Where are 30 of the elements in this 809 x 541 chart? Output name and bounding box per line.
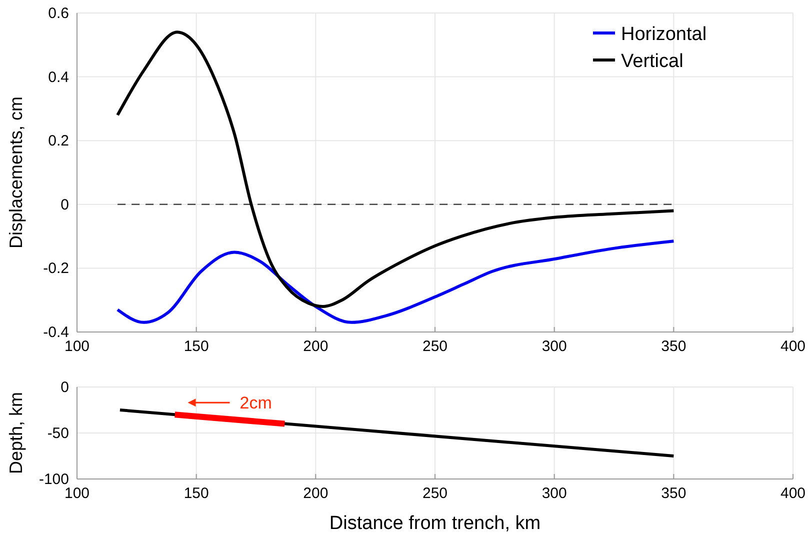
x-tick-label: 300 bbox=[542, 485, 567, 502]
y-tick-label: 0.4 bbox=[48, 68, 69, 86]
x-tick-label: 200 bbox=[303, 338, 328, 355]
x-tick-label: 200 bbox=[303, 485, 328, 502]
x-tick-label: 100 bbox=[64, 485, 90, 502]
x-tick-label: 250 bbox=[422, 485, 448, 502]
x-tick-label: 100 bbox=[64, 338, 90, 355]
y-tick-label: 0 bbox=[60, 379, 69, 396]
y-tick-label: -0.4 bbox=[43, 324, 69, 341]
x-tick-label: 150 bbox=[184, 485, 209, 502]
y-tick-label: 0 bbox=[60, 196, 69, 214]
y-tick-label: -100 bbox=[38, 471, 69, 488]
x-tick-label: 300 bbox=[542, 338, 567, 355]
y-axis-title: Depth, km bbox=[6, 392, 26, 474]
x-axis-title: Distance from trench, km bbox=[329, 513, 541, 534]
y-tick-label: 0.2 bbox=[48, 132, 69, 150]
x-tick-label: 400 bbox=[780, 485, 806, 502]
x-tick-label: 400 bbox=[780, 338, 806, 355]
x-tick-label: 350 bbox=[661, 338, 686, 355]
x-tick-label: 150 bbox=[184, 338, 209, 355]
y-axis-title: Displacements, cm bbox=[6, 96, 26, 249]
y-tick-label: 0.6 bbox=[48, 5, 69, 22]
annotation: 2cm bbox=[240, 394, 272, 413]
y-tick-label: -50 bbox=[47, 425, 69, 442]
legend-label: Horizontal bbox=[621, 24, 707, 45]
line-series bbox=[116, 240, 676, 324]
y-tick-label: -0.2 bbox=[43, 260, 69, 278]
x-tick-label: 350 bbox=[661, 485, 686, 502]
x-tick-label: 250 bbox=[422, 338, 448, 355]
legend-label: Vertical bbox=[621, 51, 684, 72]
